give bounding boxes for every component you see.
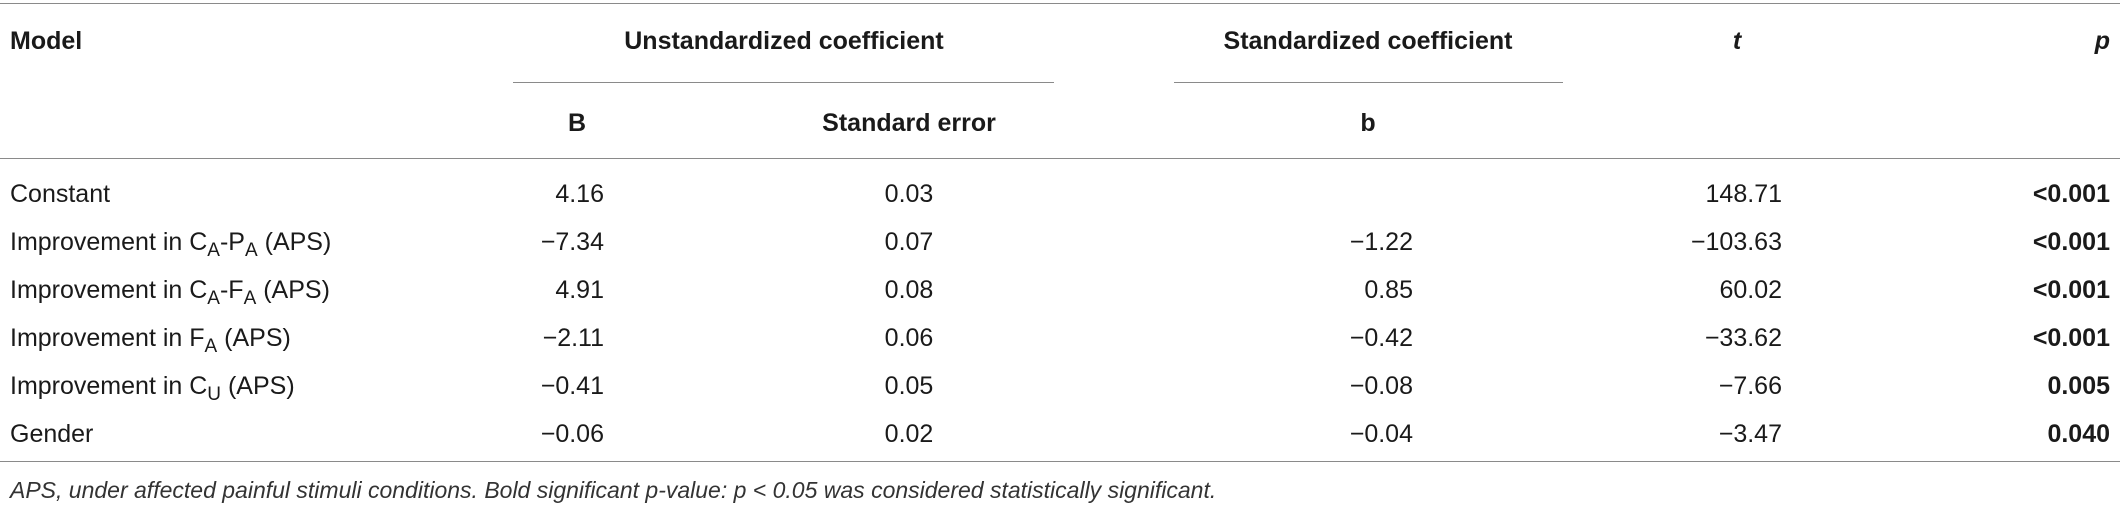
row-3-t: −33.62 <box>1704 324 1782 352</box>
row-5-b: −0.04 <box>1349 420 1413 448</box>
row-3-p: <0.001 <box>2032 324 2110 352</box>
row-4-b: −0.08 <box>1349 372 1413 400</box>
header-unstandardized: Unstandardized coefficient <box>624 27 944 55</box>
header-t: t <box>1732 27 1742 55</box>
header-b-upper: B <box>567 109 587 137</box>
row-3-B: −2.11 <box>542 324 604 352</box>
header-standardized: Standardized coefficient <box>1223 27 1513 55</box>
row-5-B: −0.06 <box>540 420 604 448</box>
row-3-se: 0.06 <box>884 324 934 352</box>
row-1-t: −103.63 <box>1690 228 1782 256</box>
header-p: p <box>2094 27 2110 55</box>
row-3-b: −0.42 <box>1349 324 1413 352</box>
row-4-model: Improvement in CU (APS) <box>10 372 295 405</box>
row-2-b: 0.85 <box>1364 276 1413 304</box>
row-2-t: 60.02 <box>1719 276 1782 304</box>
row-1-model: Improvement in CA-PA (APS) <box>10 228 332 261</box>
row-5-model: Gender <box>10 420 94 448</box>
row-4-se: 0.05 <box>884 372 934 400</box>
header-b-lower: b <box>1360 109 1376 137</box>
row-1-B: −7.34 <box>540 228 604 256</box>
row-1-p: <0.001 <box>2032 228 2110 256</box>
row-2-se: 0.08 <box>884 276 934 304</box>
row-2-model: Improvement in CA-FA (APS) <box>10 276 330 309</box>
row-2-B: 4.91 <box>555 276 604 304</box>
header-bottom-rule <box>0 158 2120 159</box>
row-0-se: 0.03 <box>884 180 934 208</box>
row-5-se: 0.02 <box>884 420 934 448</box>
row-4-t: −7.66 <box>1718 372 1782 400</box>
row-1-b: −1.22 <box>1349 228 1413 256</box>
row-2-p: <0.001 <box>2032 276 2110 304</box>
row-5-t: −3.47 <box>1718 420 1782 448</box>
table-footnote: APS, under affected painful stimuli cond… <box>10 477 1217 503</box>
standardized-group-rule <box>1174 82 1563 83</box>
row-1-se: 0.07 <box>884 228 934 256</box>
row-0-t: 148.71 <box>1705 180 1782 208</box>
row-4-B: −0.41 <box>540 372 604 400</box>
bottom-rule <box>0 461 2120 462</box>
header-model: Model <box>10 27 83 55</box>
row-0-model: Constant <box>10 180 111 208</box>
header-standard-error: Standard error <box>822 109 996 137</box>
top-rule <box>0 3 2120 4</box>
row-3-model: Improvement in FA (APS) <box>10 324 291 357</box>
row-0-p: <0.001 <box>2032 180 2110 208</box>
row-0-B: 4.16 <box>555 180 604 208</box>
row-4-p: 0.005 <box>2047 372 2110 400</box>
row-5-p: 0.040 <box>2047 420 2110 448</box>
unstandardized-group-rule <box>513 82 1054 83</box>
